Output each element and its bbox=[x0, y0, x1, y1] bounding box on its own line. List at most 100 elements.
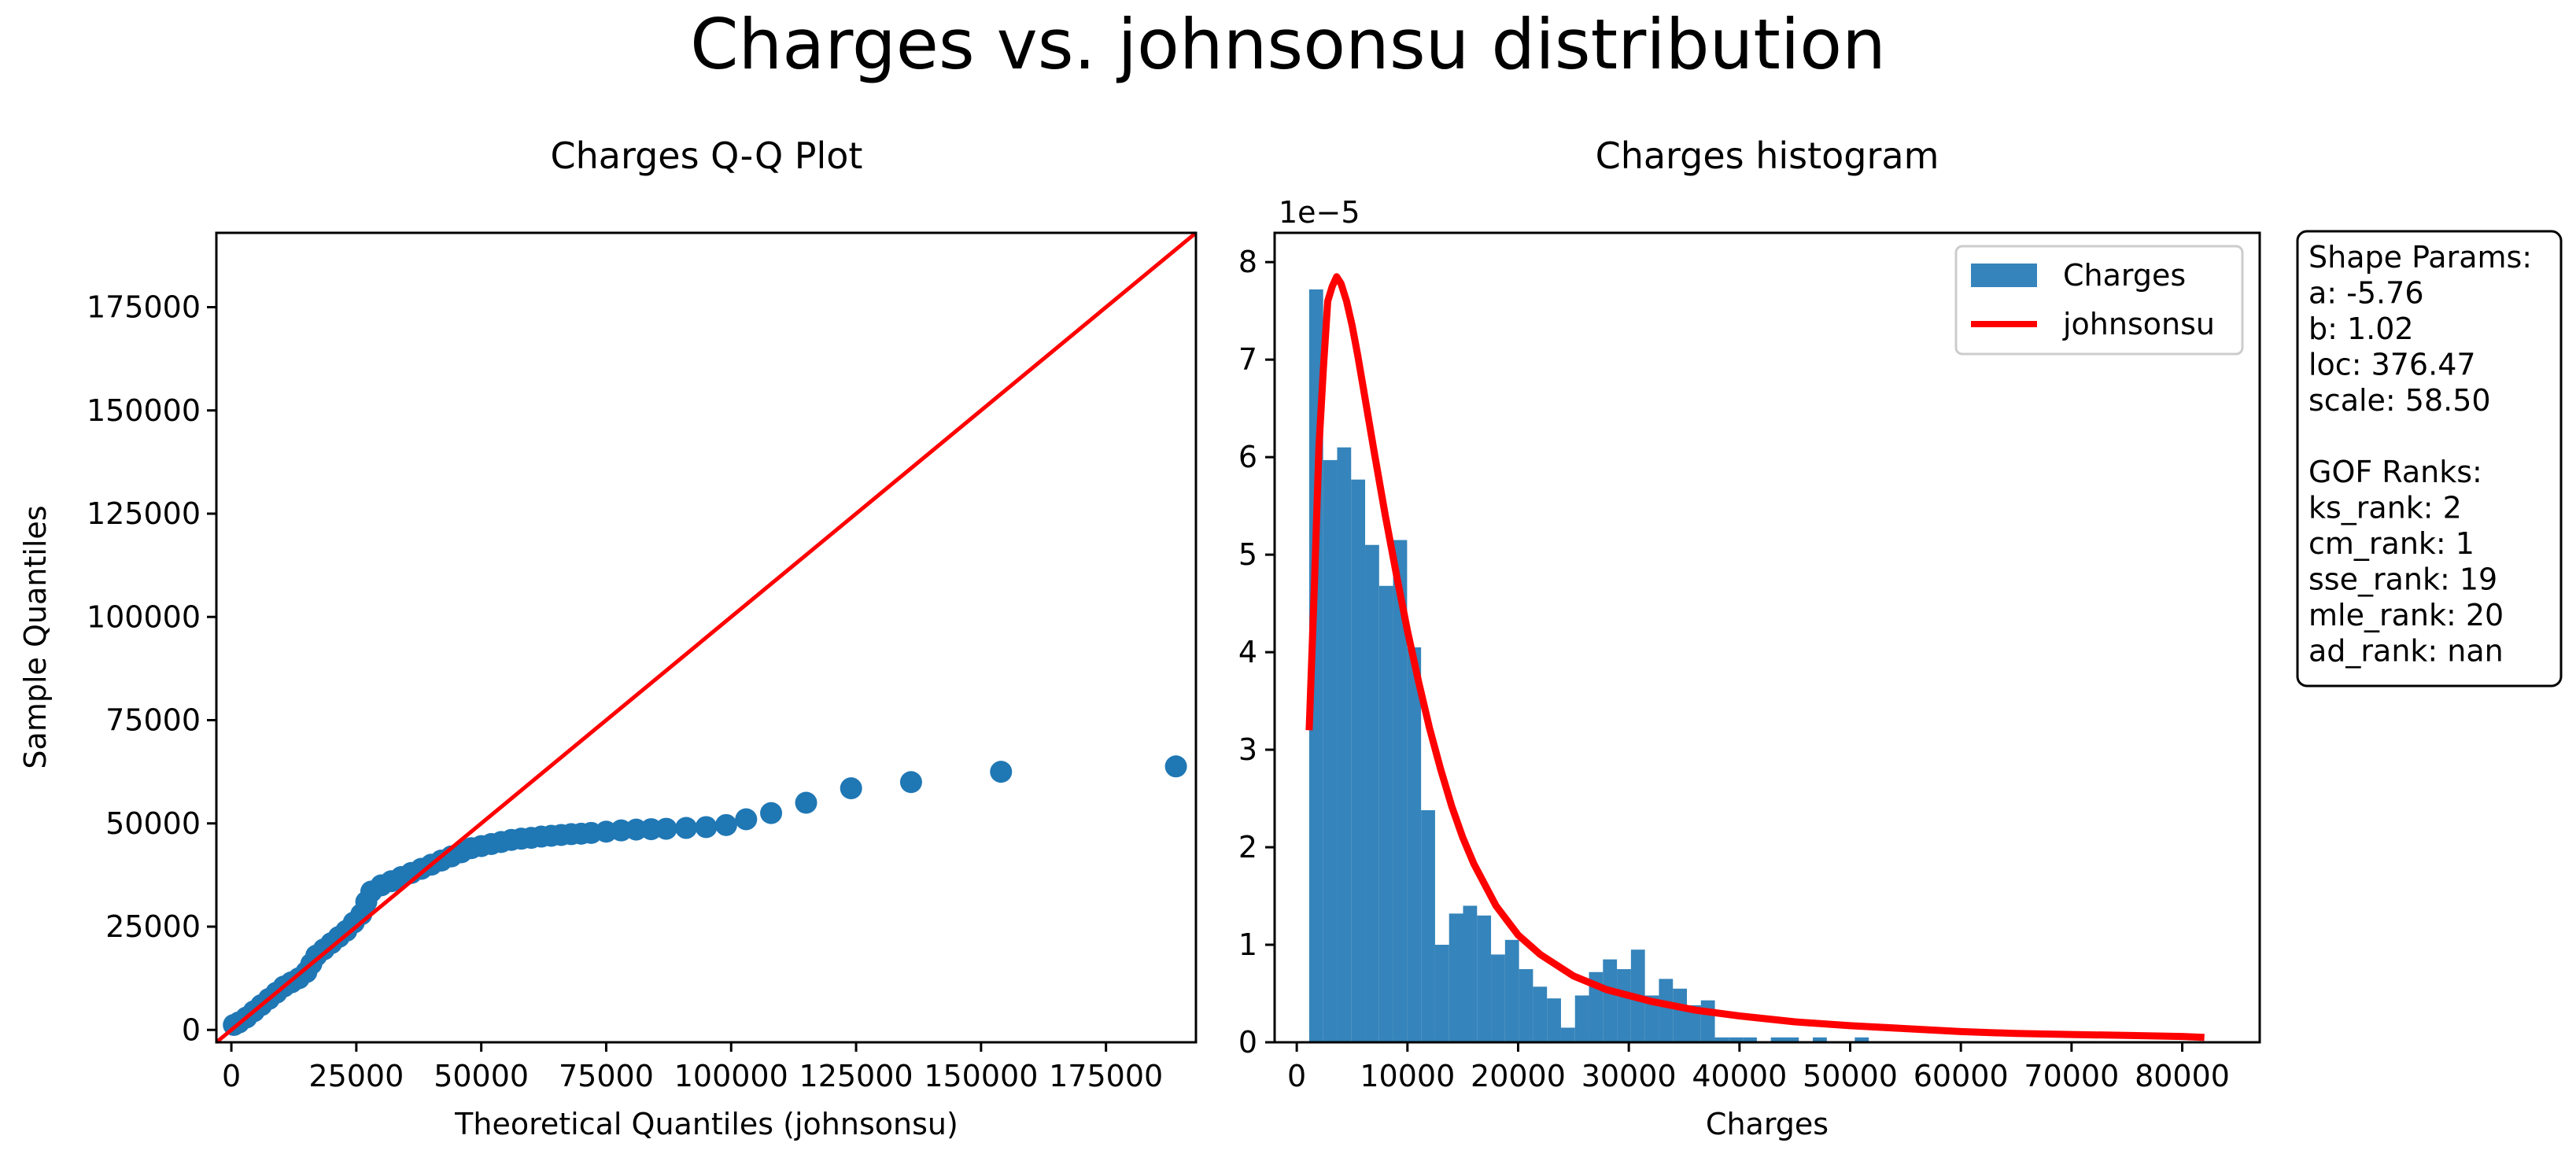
qq-point bbox=[840, 777, 862, 800]
qq-y-ticks: 0 25000 50000 75000 100000 125000 150000 175000 bbox=[87, 290, 216, 1047]
johnsonsu-pdf-curve bbox=[1305, 273, 2205, 1041]
hist-bar bbox=[1729, 1037, 1744, 1042]
hist-y-tick-label: 7 bbox=[1238, 342, 1257, 377]
hist-y-tick-label: 8 bbox=[1238, 245, 1257, 279]
hist-bar bbox=[1560, 1027, 1575, 1042]
hist-y-tick-label: 4 bbox=[1238, 635, 1257, 669]
hist-axes-frame bbox=[1273, 231, 2261, 1044]
qq-panel: Charges Q-Q Plot 0 25000 50000 75000 100000 1… bbox=[18, 135, 1198, 1141]
hist-y-tick-label: 2 bbox=[1238, 830, 1257, 865]
qq-x-tick-label: 75000 bbox=[559, 1059, 654, 1093]
hist-bar bbox=[1504, 939, 1519, 1042]
hist-y-tick-label: 3 bbox=[1238, 732, 1257, 767]
qq-y-tick-label: 125000 bbox=[87, 496, 201, 531]
qq-y-tick-label: 150000 bbox=[87, 393, 201, 428]
hist-bar bbox=[1770, 1037, 1785, 1042]
annotation-line: cm_rank: 1 bbox=[2308, 526, 2475, 561]
qq-x-tick-label: 50000 bbox=[434, 1059, 529, 1093]
qq-y-tick-label: 50000 bbox=[105, 806, 201, 841]
hist-x-tick-label: 0 bbox=[1287, 1059, 1306, 1093]
hist-bar bbox=[1351, 479, 1366, 1042]
qq-point bbox=[795, 791, 817, 814]
hist-bar bbox=[1393, 540, 1408, 1042]
qq-y-tick-label: 75000 bbox=[105, 703, 201, 738]
hist-bar bbox=[1700, 1000, 1715, 1042]
legend-patch-charges bbox=[1971, 264, 2037, 287]
qq-point bbox=[990, 761, 1013, 783]
qq-point bbox=[675, 817, 698, 839]
hist-bar bbox=[1686, 1005, 1701, 1042]
qq-x-tick-label: 25000 bbox=[308, 1059, 404, 1093]
qq-point bbox=[695, 816, 718, 839]
annotation-line: loc: 376.47 bbox=[2308, 348, 2476, 382]
qq-point bbox=[760, 802, 783, 824]
qq-x-tick-label: 125000 bbox=[799, 1059, 913, 1093]
annotation-line: Shape Params: bbox=[2308, 240, 2532, 275]
hist-x-tick-label: 40000 bbox=[1692, 1059, 1787, 1093]
qq-point bbox=[735, 808, 758, 831]
qq-x-tick-label: 100000 bbox=[674, 1059, 788, 1093]
qq-x-label: Theoretical Quantiles (johnsonsu) bbox=[454, 1107, 958, 1141]
hist-bar bbox=[1854, 1037, 1869, 1042]
hist-bar bbox=[1533, 986, 1548, 1042]
annotation-line: GOF Ranks: bbox=[2308, 455, 2482, 489]
qq-point bbox=[655, 817, 677, 840]
qq-y-tick-label: 0 bbox=[182, 1012, 201, 1047]
annotation-line: sse_rank: 19 bbox=[2308, 562, 2497, 597]
hist-panel: Charges histogram 0 10000 20000 30000 40000 5… bbox=[1238, 135, 2261, 1141]
legend-label-charges: Charges bbox=[2063, 258, 2186, 293]
hist-bar bbox=[1617, 969, 1631, 1042]
qq-x-tick-label: 150000 bbox=[924, 1059, 1038, 1093]
hist-plot-area bbox=[1305, 273, 2205, 1043]
hist-bar bbox=[1337, 447, 1352, 1042]
annotation-line: ad_rank: nan bbox=[2308, 634, 2504, 669]
hist-bar bbox=[1463, 905, 1478, 1042]
qq-y-label: Sample Quantiles bbox=[18, 505, 53, 769]
hist-bar bbox=[1574, 995, 1589, 1042]
hist-bar bbox=[1491, 954, 1505, 1042]
hist-x-tick-label: 80000 bbox=[2135, 1059, 2230, 1093]
figure-title: Charges vs. johnsonsu distribution bbox=[690, 4, 1886, 85]
hist-x-tick-label: 20000 bbox=[1471, 1059, 1566, 1093]
hist-y-tick-label: 1 bbox=[1238, 927, 1257, 962]
hist-bar bbox=[1813, 1037, 1827, 1042]
annotation-frame bbox=[2296, 230, 2563, 688]
hist-title: Charges histogram bbox=[1596, 135, 1939, 177]
qq-x-ticks: 0 25000 50000 75000 100000 125000 150000 175000 bbox=[222, 1042, 1163, 1093]
hist-y-tick-label: 6 bbox=[1238, 440, 1257, 474]
hist-legend: Charges johnsonsu bbox=[1954, 245, 2244, 356]
hist-x-tick-label: 10000 bbox=[1360, 1059, 1455, 1093]
hist-offset-text: 1e−5 bbox=[1279, 195, 1360, 230]
hist-bar bbox=[1519, 969, 1533, 1042]
hist-x-tick-label: 50000 bbox=[1803, 1059, 1898, 1093]
qq-reference-line bbox=[215, 231, 1198, 1044]
hist-bar bbox=[1714, 1037, 1729, 1042]
annotation-line: ks_rank: 2 bbox=[2308, 491, 2462, 525]
hist-bar bbox=[1547, 998, 1561, 1042]
qq-y-tick-label: 100000 bbox=[87, 599, 201, 634]
annotation-line: mle_rank: 20 bbox=[2308, 598, 2504, 632]
hist-bar bbox=[1421, 809, 1435, 1042]
qq-axes-frame bbox=[215, 231, 1198, 1044]
hist-y-tick-label: 0 bbox=[1238, 1025, 1257, 1060]
hist-bar bbox=[1659, 979, 1674, 1042]
qq-title: Charges Q-Q Plot bbox=[551, 135, 863, 177]
hist-x-tick-label: 60000 bbox=[1914, 1059, 2009, 1093]
hist-bar bbox=[1434, 945, 1449, 1042]
qq-y-tick-label: 175000 bbox=[87, 290, 201, 325]
hist-bar bbox=[1449, 913, 1463, 1042]
annotation-line: b: 1.02 bbox=[2308, 312, 2414, 346]
hist-y-tick-label: 5 bbox=[1238, 537, 1257, 572]
qq-x-tick-label: 175000 bbox=[1049, 1059, 1163, 1093]
hist-bar bbox=[1603, 959, 1618, 1042]
qq-plot-area bbox=[215, 231, 1198, 1044]
hist-x-ticks: 0 10000 20000 30000 40000 50000 60000 70000 8000… bbox=[1287, 1042, 2230, 1093]
qq-x-tick-label: 0 bbox=[222, 1059, 241, 1093]
qq-point bbox=[899, 771, 922, 794]
hist-bar bbox=[1743, 1037, 1757, 1042]
hist-y-ticks: 0 1 2 3 4 5 6 7 8 bbox=[1238, 245, 1275, 1060]
hist-x-tick-label: 70000 bbox=[2024, 1059, 2119, 1093]
